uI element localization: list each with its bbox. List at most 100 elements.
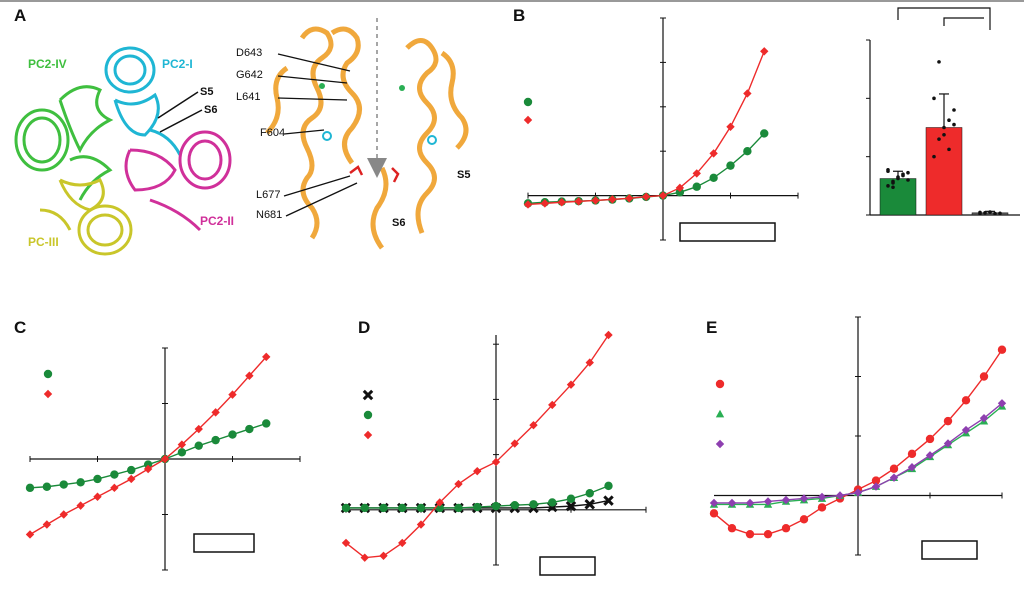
subunit-pc2-ii-ribbon [124,130,232,232]
data-point-s0-13-stroke-b [584,499,596,510]
subunit-pc2-iv-ribbon [14,85,114,201]
data-point-s2-11 [548,400,557,410]
data-point-s2-9 [871,482,881,491]
label-pc2-ii: PC2-II [200,214,234,228]
data-point-s0-1 [42,482,52,491]
data-point-s1-9 [510,501,519,510]
replicate-dot [937,137,941,141]
data-point-s0-14 [603,495,614,506]
legend-marker-1 [715,409,725,418]
data-point-s2-6 [817,492,827,502]
residue-n681: N681 [256,209,282,221]
data-point-s2-12 [925,451,935,460]
legend-marker-0 [362,389,374,401]
data-point-s1-12 [726,122,735,131]
data-point-s2-4 [416,520,426,529]
data-point-s0-10 [889,464,899,473]
replicate-dot [932,154,936,159]
label-s6-top: S6 [204,104,217,116]
data-point-s1-7 [473,502,482,512]
label-s6-side: S6 [392,217,405,229]
replicate-dot [891,181,895,185]
data-point-s1-12 [228,390,237,399]
replicate-dot [952,108,956,112]
significance-bracket-inner [943,17,984,26]
data-point-s2-14 [604,330,613,340]
legend-marker-0-stroke-b [362,389,374,401]
data-point-s2-7 [473,466,482,476]
data-point-s0-10 [692,182,701,191]
pore-arrowhead [367,158,387,178]
data-point-s1-14 [604,481,613,491]
legend-marker-2 [715,439,725,449]
data-point-s0-2 [59,480,68,489]
data-point-s1-10 [529,500,538,509]
data-point-s1-8 [160,454,170,464]
data-point-s1-10 [194,424,203,434]
label-s5-top: S5 [200,86,213,98]
data-point-s1-2 [557,198,566,207]
data-point-s1-11 [709,149,718,158]
condition-box [679,222,776,242]
data-point-s1-7 [143,464,153,474]
data-point-s1-13 [585,489,594,498]
data-point-s2-13 [585,358,594,367]
data-point-s2-11 [907,463,917,472]
data-point-s1-1 [360,503,369,513]
subunit-pc-iii-ribbon [39,177,133,256]
data-point-s2-10 [529,420,538,430]
data-point-s0-13 [245,424,254,434]
chart-e-iv [709,316,1007,560]
data-point-s0-12 [228,430,237,439]
top-border [0,0,1024,2]
condition-box [539,556,596,576]
chart-d-iv [340,330,647,576]
residue-l641: L641 [236,91,260,103]
replicate-dot [988,210,992,214]
chart-b-iv [523,17,799,242]
data-point-s0-12-stroke-b [565,500,577,512]
residue-f604: F604 [260,127,285,139]
data-point-s1-0 [523,200,533,209]
significance-bracket-outer [897,7,991,30]
replicate-dot [947,147,951,152]
replicate-dot [998,211,1002,216]
residue-l677: L677 [256,189,280,201]
data-point-s0-5 [110,470,119,479]
data-point-s1-2 [379,503,388,513]
data-point-s0-10 [194,441,203,450]
data-point-s2-1 [727,498,737,508]
helix-ribbons [265,26,469,250]
label-pc-iii: PC-III [28,235,59,249]
data-point-s1-13 [743,89,752,98]
data-point-s0-4 [93,474,102,484]
data-point-s1-4 [591,196,600,205]
data-point-s1-5 [608,195,617,204]
data-point-s2-5 [799,494,809,503]
data-point-s0-5 [799,515,809,524]
replicate-dot [896,175,900,179]
data-point-s0-9 [177,448,187,457]
data-point-s2-0 [709,498,719,508]
data-point-s2-7 [835,491,845,500]
data-point-s1-1 [540,199,550,208]
data-point-s0-11 [709,173,718,183]
data-point-s2-5 [435,498,444,507]
data-point-s1-1 [42,520,52,529]
data-point-s0-14 [262,419,271,428]
data-point-s1-9 [177,440,187,449]
data-point-s0-14 [760,129,769,138]
replicate-dot [901,172,905,176]
label-pc2-iv: PC2-IV [28,57,67,71]
data-point-s1-14 [262,352,271,362]
label-s5-side: S5 [457,169,470,181]
legend-marker-2 [363,430,373,440]
data-point-s2-15 [979,413,989,423]
data-point-s1-2 [59,510,68,519]
data-point-s1-0 [25,530,35,539]
replicate-dot [891,185,895,190]
data-point-s1-10 [692,169,701,178]
data-point-s0-13 [743,147,752,156]
data-point-s0-1 [727,524,737,533]
panel-letter-e: E [706,318,718,337]
